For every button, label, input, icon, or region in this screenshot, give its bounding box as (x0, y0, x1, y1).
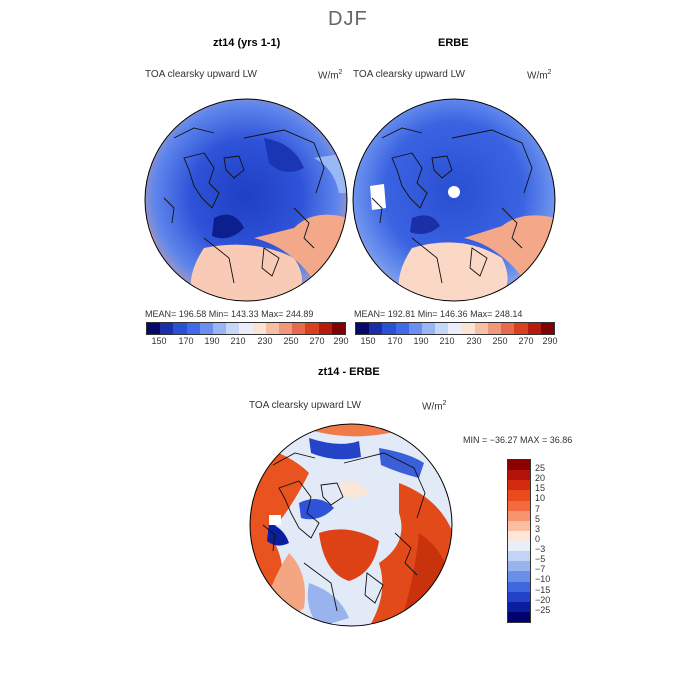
tick-label: 230 (257, 336, 273, 346)
tick-label: 25 (535, 463, 546, 473)
colorbar-swatch (508, 561, 530, 572)
colorbar-swatch (160, 323, 174, 334)
colorbar-swatch (395, 323, 409, 334)
colorbar-swatch (488, 323, 502, 334)
colorbar-swatch (508, 520, 530, 531)
tick-label: 190 (204, 336, 220, 346)
colorbar-swatch (213, 323, 227, 334)
field-label-obs: TOA clearsky upward LW (353, 69, 465, 80)
tick-label: 150 (360, 336, 376, 346)
colorbar-swatch (279, 323, 293, 334)
stats-model: MEAN= 196.58 Min= 143.33 Max= 244.89 (145, 309, 314, 319)
tick-label: 170 (387, 336, 403, 346)
tick-label: −7 (535, 564, 546, 574)
colorbar-swatch (382, 323, 396, 334)
colorbar-swatch (527, 323, 541, 334)
polar-map-diff (249, 423, 453, 627)
colorbar-swatch (147, 323, 161, 334)
colorbar-swatch (508, 541, 530, 552)
colorbar-swatch (540, 323, 555, 334)
colorbar-swatch (226, 323, 240, 334)
tick-label: −25 (535, 605, 551, 615)
colorbar-swatch (239, 323, 253, 334)
colorbar-swatch (508, 460, 530, 471)
colorbar-swatch (173, 323, 187, 334)
colorbar-diff-ticks: 25 20 15 10 7 5 3 0 −3 −5 −7 −10 −15 −20… (535, 459, 575, 621)
colorbar-swatch (369, 323, 383, 334)
colorbar-swatch (199, 323, 214, 334)
colorbar-model (146, 322, 346, 335)
tick-label: 5 (535, 514, 541, 524)
stats-diff: MIN = −36.27 MAX = 36.86 (463, 435, 573, 445)
colorbar-swatch (318, 323, 332, 334)
panel-title-obs: ERBE (438, 37, 469, 49)
tick-label: −15 (535, 585, 551, 595)
tick-label: 270 (309, 336, 325, 346)
colorbar-obs-ticks: 150 170 190 210 230 250 270 290 (355, 336, 557, 348)
stats-obs: MEAN= 192.81 Min= 146.36 Max= 248.14 (354, 309, 523, 319)
tick-label: 230 (466, 336, 482, 346)
colorbar-swatch (508, 530, 530, 541)
colorbar-diff (507, 459, 531, 623)
field-label-diff: TOA clearsky upward LW (249, 400, 361, 411)
colorbar-swatch (448, 323, 462, 334)
colorbar-obs (355, 322, 555, 335)
colorbar-swatch (331, 323, 346, 334)
tick-label: 270 (518, 336, 534, 346)
colorbar-swatch (474, 323, 489, 334)
tick-label: 210 (230, 336, 246, 346)
colorbar-swatch (508, 500, 530, 511)
colorbar-model-ticks: 150 170 190 210 230 250 270 290 (146, 336, 348, 348)
colorbar-swatch (508, 591, 530, 602)
tick-label: −20 (535, 595, 551, 605)
units-label-obs: W/m2 (527, 69, 552, 82)
tick-label: 20 (535, 473, 546, 483)
polar-map-obs (352, 98, 556, 302)
tick-label: 290 (333, 336, 349, 346)
colorbar-swatch (435, 323, 449, 334)
colorbar-swatch (408, 323, 423, 334)
colorbar-swatch (501, 323, 515, 334)
tick-label: 210 (439, 336, 455, 346)
tick-label: 170 (178, 336, 194, 346)
figure-title: DJF (328, 8, 368, 30)
colorbar-swatch (514, 323, 528, 334)
tick-label: 190 (413, 336, 429, 346)
colorbar-swatch (508, 571, 530, 582)
colorbar-swatch (508, 470, 530, 481)
field-label-model: TOA clearsky upward LW (145, 69, 257, 80)
colorbar-swatch (508, 551, 530, 562)
polar-map-model (144, 98, 348, 302)
tick-label: 290 (542, 336, 558, 346)
units-label-model: W/m2 (318, 69, 343, 82)
tick-label: 3 (535, 524, 541, 534)
colorbar-swatch (252, 323, 266, 334)
colorbar-swatch (508, 510, 530, 521)
panel-title-model: zt14 (yrs 1-1) (213, 37, 281, 49)
tick-label: 15 (535, 483, 546, 493)
tick-label: 250 (492, 336, 508, 346)
colorbar-swatch (292, 323, 306, 334)
colorbar-swatch (508, 480, 530, 491)
tick-label: 10 (535, 493, 546, 503)
colorbar-swatch (508, 601, 530, 612)
colorbar-swatch (265, 323, 280, 334)
colorbar-swatch (461, 323, 475, 334)
tick-label: 250 (283, 336, 299, 346)
colorbar-swatch (508, 490, 530, 501)
colorbar-swatch (508, 611, 530, 622)
colorbar-swatch (356, 323, 370, 334)
colorbar-swatch (305, 323, 319, 334)
panel-title-diff: zt14 - ERBE (318, 366, 380, 378)
tick-label: 0 (535, 534, 541, 544)
colorbar-swatch (508, 581, 530, 592)
tick-label: −10 (535, 574, 551, 584)
tick-label: 150 (151, 336, 167, 346)
tick-label: −3 (535, 544, 546, 554)
tick-label: −5 (535, 554, 546, 564)
units-label-diff: W/m2 (422, 400, 447, 413)
tick-label: 7 (535, 504, 541, 514)
colorbar-swatch (186, 323, 200, 334)
colorbar-swatch (422, 323, 436, 334)
